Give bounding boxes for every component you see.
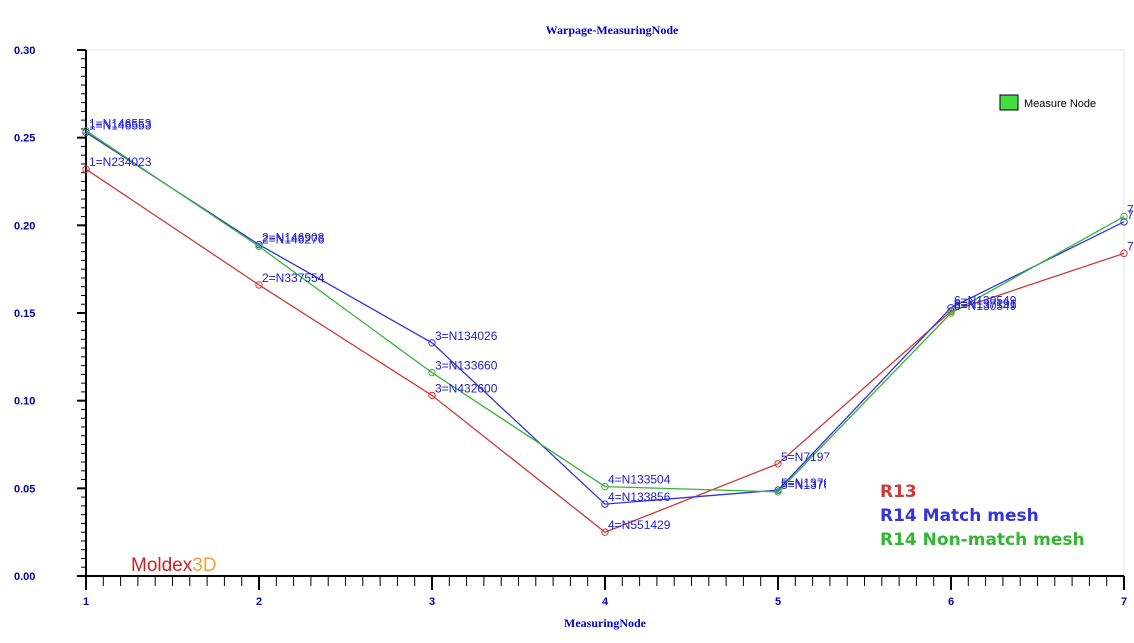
- y-tick-label: 0.30: [14, 45, 35, 57]
- point-label: 3=N134026: [435, 329, 498, 343]
- data-point: [601, 528, 609, 536]
- data-point: [82, 126, 90, 135]
- point-label: 1=N146553: [89, 117, 152, 131]
- series-key-label: R14 Match mesh: [880, 506, 1039, 526]
- y-tick-label: 0.15: [14, 308, 35, 320]
- x-tick-label: 2: [256, 596, 262, 608]
- point-label: 4=N133856: [608, 490, 671, 504]
- watermark-main: Moldex: [131, 555, 193, 576]
- x-tick-label: 4: [602, 596, 609, 608]
- point-label: 6=N137191: [954, 297, 1017, 311]
- data-point: [1120, 218, 1128, 226]
- y-tick-label: 0.25: [14, 133, 35, 145]
- x-tick-label: 7: [1121, 596, 1127, 608]
- x-axis-title: MeasuringNode: [564, 616, 647, 630]
- point-label: 5=N7197: [781, 450, 830, 464]
- data-point: [428, 339, 436, 347]
- point-label: 7=N99981: [1127, 239, 1134, 253]
- data-point: [428, 391, 436, 400]
- data-point: [82, 165, 90, 173]
- x-tick-label: 1: [83, 596, 89, 608]
- data-point: [1120, 249, 1128, 258]
- point-label: 2=N146276: [262, 232, 325, 246]
- data-point: [774, 488, 782, 496]
- point-label: 2=N337554: [262, 271, 325, 285]
- data-point: [1120, 212, 1128, 221]
- y-tick-label: 0.10: [14, 396, 35, 408]
- point-labels: 1=N234023 2=N337554 3=N432600 4=N551429 5=N7…: [89, 117, 1134, 533]
- point-label: 3=N133660: [435, 359, 498, 373]
- point-label: 7=N151311: [1127, 203, 1134, 217]
- point-label: 3=N432600: [435, 381, 498, 395]
- data-point: [601, 482, 609, 491]
- x-tick-label: 5: [775, 596, 781, 608]
- data-point: [601, 500, 609, 508]
- x-tick-label: 3: [429, 596, 435, 608]
- legend: Measure Node: [999, 94, 1096, 111]
- chart-title: Warpage-MeasuringNode: [546, 23, 679, 37]
- x-tick-label: 6: [948, 596, 954, 608]
- axes: [85, 50, 1124, 577]
- watermark-logo: Moldex3D: [131, 555, 217, 576]
- point-label: 4=N551429: [608, 518, 671, 532]
- series-key-label: R14 Non-match mesh: [880, 530, 1085, 550]
- point-label: 2=N146908: [262, 231, 325, 245]
- data-point: [774, 460, 782, 468]
- series-key-label: R13: [880, 482, 917, 502]
- data-point: [255, 242, 263, 251]
- legend-swatch: [999, 94, 1019, 111]
- legend-label: Measure Node: [1024, 98, 1096, 110]
- data-point: [947, 309, 955, 317]
- series-line: [85, 130, 1125, 493]
- point-label: 1=N146553: [89, 118, 152, 132]
- data-point: [947, 304, 955, 312]
- y-tick-label: 0.20: [14, 220, 35, 232]
- point-label: 6=N130549: [954, 299, 1017, 313]
- point-label: 5=N1376: [781, 478, 830, 492]
- y-tick-label: 0.00: [14, 571, 35, 583]
- y-tick-label: 0.05: [14, 483, 35, 495]
- series-key: R13 R14 Match mesh R14 Non-match mesh: [880, 482, 1085, 550]
- watermark-accent: 3D: [192, 555, 216, 576]
- series-key-box: [826, 458, 1122, 575]
- data-point: [428, 368, 436, 377]
- series-line: [85, 131, 1125, 505]
- point-label: 5=N1379: [781, 476, 830, 490]
- series-lines: [82, 126, 1128, 536]
- point-label: 6=N130549: [954, 294, 1017, 308]
- data-point: [255, 281, 263, 289]
- point-label: 7=N153261: [1127, 208, 1134, 222]
- point-label: 1=N234023: [89, 155, 152, 169]
- point-label: 4=N133504: [608, 473, 671, 487]
